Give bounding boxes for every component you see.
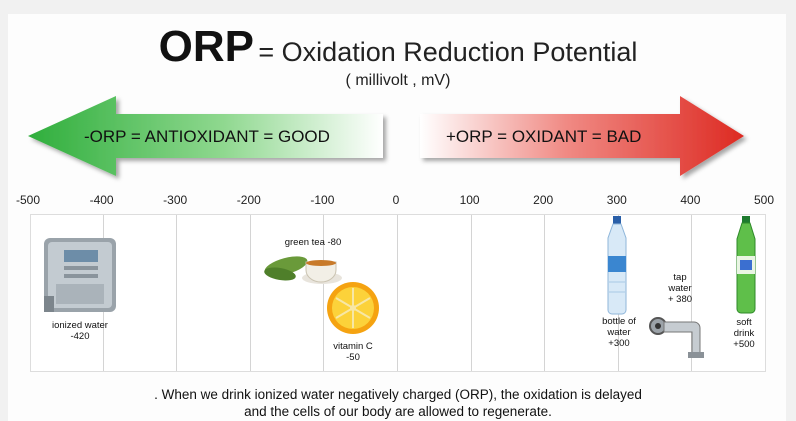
bottle-water-label-1: bottle of [602,316,636,327]
gridline [544,215,545,371]
tap-water-caption: tap water + 380 [658,272,702,305]
axis-tick-label: -100 [310,193,335,207]
ionized-water-caption: ionized water -420 [40,320,120,342]
axis-tick-label: -200 [236,193,261,207]
gridline [250,215,251,371]
faucet-icon [649,317,704,358]
soft-drink-bottle-icon [736,216,756,314]
bottle-water-value: +300 [608,338,630,349]
axis-tick-label: 100 [459,193,480,207]
vitamin-c-label: vitamin C [333,341,373,352]
tap-water-value: + 380 [667,294,693,305]
orange-slice-icon [327,282,379,334]
soft-drink-label-2: drink [733,328,755,339]
page-title: ORP = Oxidation Reduction Potential [0,22,796,72]
axis-tick-label: 200 [533,193,554,207]
bad-arrow-label: +ORP = OXIDANT = BAD [446,127,642,146]
vitamin-c-caption: vitamin C -50 [320,341,386,363]
gridline [323,215,324,371]
title-unit: ( millivolt , mV) [345,72,451,89]
vitamin-c-value: -50 [346,352,360,363]
axis-tick-label: -300 [163,193,188,207]
axis-tick-label: 500 [753,193,775,207]
gridline [397,215,398,371]
green-tea-caption: green tea -80 [284,237,342,248]
soft-drink-caption: soft drink +500 [724,317,764,350]
good-arrow-label: -ORP = ANTIOXIDANT = GOOD [84,127,330,146]
explanation-line-2: and the cells of our body are allowed to… [244,404,552,419]
gridline [691,215,692,371]
orp-scale-panel [30,214,766,372]
title-expansion: = Oxidation Reduction Potential [258,37,638,67]
explanation-line-1: . When we drink ionized water negatively… [154,387,642,402]
soft-drink-label-1: soft [736,317,752,328]
title-acronym: ORP [158,22,254,71]
ionized-water-value: -420 [70,331,90,342]
bad-arrow [420,96,744,176]
water-ionizer-icon [44,238,116,312]
explanation-text: . When we drink ionized water negatively… [0,386,796,420]
good-arrow [28,96,383,176]
axis-tick-label: 0 [392,193,400,207]
axis-tick-label: -500 [15,193,41,207]
axis-tick-label: 400 [680,193,701,207]
gridline [176,215,177,371]
soft-drink-value: +500 [733,339,755,350]
ionized-water-label: ionized water [52,320,108,331]
gridline [471,215,472,371]
tap-water-label-2: water [668,283,692,294]
bottle-water-label-2: water [607,327,631,338]
bottle-water-caption: bottle of water +300 [592,316,646,349]
green-tea-icon [264,256,342,284]
axis-tick-label: 300 [606,193,627,207]
tap-water-label-1: tap [673,272,687,283]
water-bottle-icon [607,216,627,315]
axis-tick-label: -400 [89,193,114,207]
